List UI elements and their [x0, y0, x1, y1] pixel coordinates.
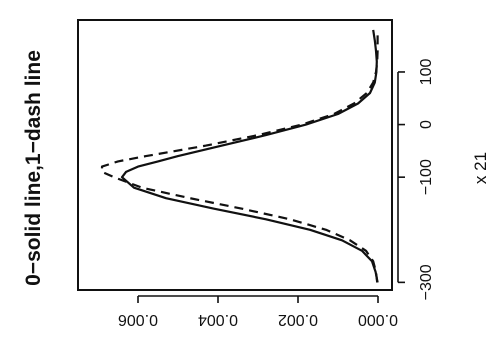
y-tick-label: 0.004 [198, 311, 238, 328]
plot-frame [77, 19, 393, 291]
dashed-line-series-1 [100, 29, 379, 283]
x-axis-label: x 21 [471, 152, 490, 184]
y-tick-label: 0.000 [358, 311, 398, 328]
axis-layer: −300 −100 0 100 0.000 0.002 0.004 0.006 [118, 59, 435, 328]
x-tick-label: 100 [418, 59, 435, 86]
y-tick-label: 0.006 [118, 311, 158, 328]
x-tick-label: −300 [418, 264, 435, 300]
x-tick-label: −100 [418, 159, 435, 195]
series-layer [100, 29, 379, 283]
chart-title: 0−solid line,1−dash line [22, 50, 45, 286]
solid-line-series-0 [120, 29, 379, 283]
x-tick-label: 0 [418, 120, 435, 129]
y-tick-label: 0.002 [278, 311, 318, 328]
